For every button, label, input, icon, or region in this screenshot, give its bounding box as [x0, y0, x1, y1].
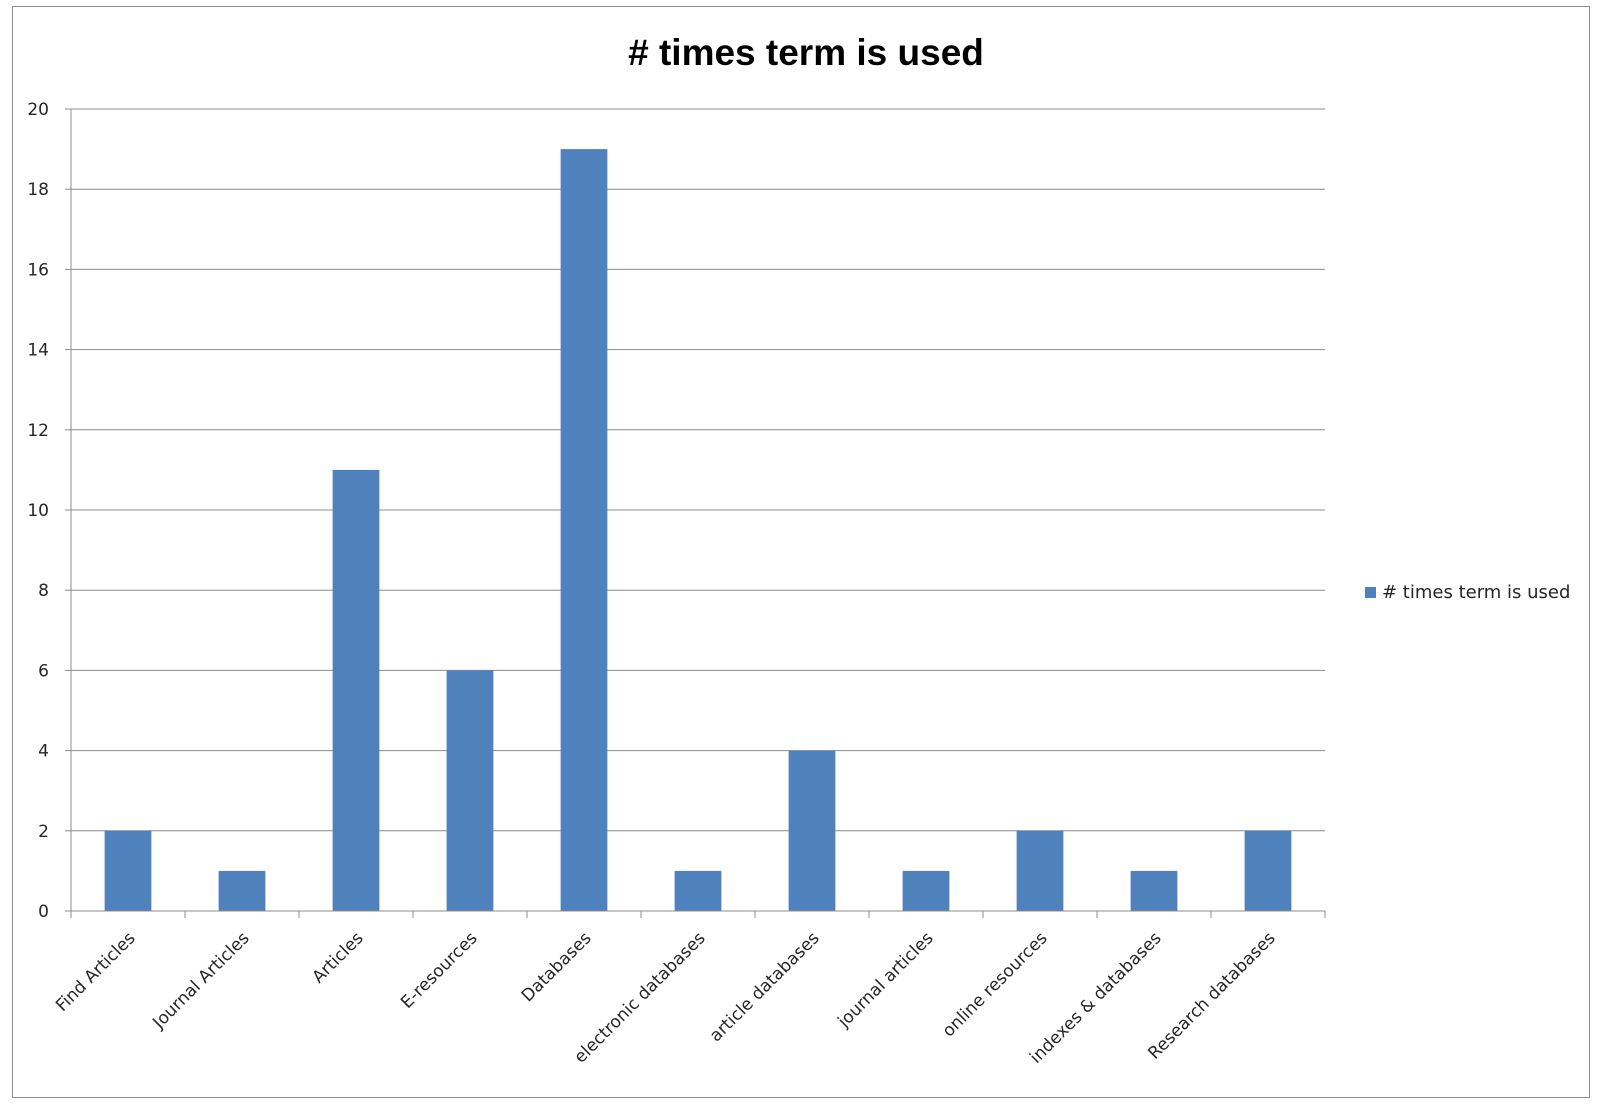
y-tick-label: 2	[38, 822, 49, 842]
x-axis-ticks: Find Articles Journal Articles Articles E-r…	[52, 911, 1326, 1068]
y-tick-label: 14	[27, 341, 49, 361]
category-label: Articles	[309, 928, 368, 987]
y-tick-label: 0	[38, 902, 49, 922]
y-tick-label: 4	[38, 742, 49, 762]
bar	[104, 830, 152, 911]
bar	[1244, 830, 1292, 911]
category-label: online resources	[939, 928, 1052, 1041]
category-label: electronic databases	[571, 928, 710, 1067]
y-axis-ticks: 0 2 4 6 8 10 12 14 16 18 20	[27, 100, 71, 922]
y-tick-label: 20	[27, 100, 49, 120]
bars	[104, 149, 1292, 912]
category-label: Journal Articles	[148, 928, 253, 1033]
bar	[446, 670, 494, 911]
y-tick-label: 16	[27, 260, 49, 280]
bar	[788, 750, 836, 911]
bar	[902, 870, 950, 911]
bar	[560, 149, 608, 912]
legend-swatch	[1365, 587, 1376, 598]
gridlines	[71, 108, 1325, 832]
y-tick-label: 8	[38, 581, 49, 601]
category-label: Databases	[518, 928, 596, 1006]
legend-label: # times term is used	[1382, 582, 1570, 603]
y-tick-label: 10	[27, 501, 49, 521]
category-label: article databases	[706, 928, 824, 1046]
y-tick-label: 6	[38, 661, 49, 681]
category-label: Research databases	[1144, 928, 1279, 1063]
y-tick-label: 12	[27, 421, 49, 441]
chart-title: # times term is used	[628, 32, 984, 73]
y-tick-label: 18	[27, 180, 49, 200]
bar	[1016, 830, 1064, 911]
category-label: E-resources	[397, 928, 481, 1012]
bar	[1130, 870, 1178, 911]
legend: # times term is used	[1365, 582, 1570, 603]
bar	[218, 870, 266, 911]
category-label: Find Articles	[52, 928, 140, 1016]
bar	[332, 469, 380, 911]
category-label: journal articles	[834, 928, 938, 1032]
category-label: indexes & databases	[1026, 928, 1165, 1067]
chart-frame	[12, 6, 1590, 1098]
bar	[674, 870, 722, 911]
